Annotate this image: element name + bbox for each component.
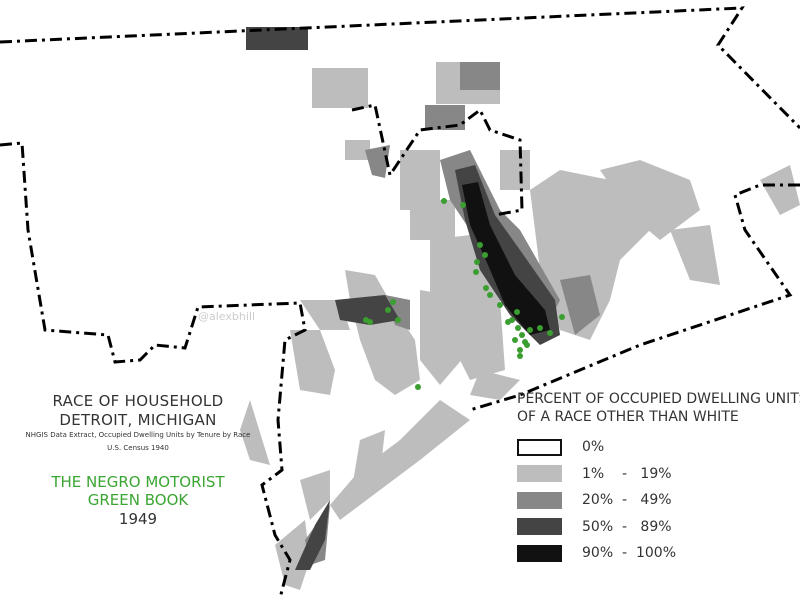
green-book-point: [527, 327, 533, 333]
legend-label: 20% - 49%: [582, 492, 672, 509]
green-book-point: [517, 347, 523, 353]
year: 1949: [118, 510, 158, 528]
green-book-point: [519, 332, 525, 338]
green-book-point: [415, 384, 421, 390]
census-tracts-black: [462, 182, 550, 335]
green-book-point: [524, 342, 530, 348]
green-book-point: [441, 198, 447, 204]
title-line2: DETROIT, MICHIGAN: [59, 411, 217, 429]
legend: PERCENT OF OCCUPIED DWELLING UNITS OF A …: [517, 390, 800, 567]
green-book-point: [487, 292, 493, 298]
green-book-point: [517, 353, 523, 359]
legend-swatch: [517, 491, 562, 509]
watermark: @alexbhill: [198, 310, 256, 323]
legend-item: 90% - 100%: [517, 540, 800, 567]
title-line1: RACE OF HOUSEHOLD: [52, 392, 224, 410]
green-book-point: [514, 309, 520, 315]
green-book-point: [512, 337, 518, 343]
green-book-point: [515, 325, 521, 331]
green-book-point: [497, 302, 503, 308]
green-book-point: [547, 330, 553, 336]
green-book-point: [474, 259, 480, 265]
green-book-point: [460, 202, 466, 208]
legend-label: 1% - 19%: [582, 465, 672, 482]
legend-label: 0%: [582, 439, 605, 456]
green-book-line2: GREEN BOOK: [87, 491, 189, 509]
green-book-point: [559, 314, 565, 320]
green-book-point: [390, 299, 396, 305]
green-book-point: [385, 307, 391, 313]
source-note: NHGIS Data Extract, Occupied Dwelling Un…: [25, 431, 251, 439]
legend-item: 50% - 89%: [517, 514, 800, 541]
legend-item: 20% - 49%: [517, 487, 800, 514]
green-book-point: [537, 325, 543, 331]
map-title: RACE OF HOUSEHOLD DETROIT, MICHIGAN: [20, 392, 256, 430]
green-book-point: [473, 269, 479, 275]
legend-swatch: [517, 438, 562, 456]
green-book-point: [505, 319, 511, 325]
green-book-point: [395, 317, 401, 323]
green-book-point: [483, 285, 489, 291]
legend-swatch: [517, 465, 562, 483]
green-book-line1: THE NEGRO MOTORIST: [51, 473, 225, 491]
city-boundary: [0, 6, 800, 599]
green-book-title: THE NEGRO MOTORIST GREEN BOOK: [20, 473, 256, 509]
legend-swatch: [517, 544, 562, 562]
legend-title-line1: PERCENT OF OCCUPIED DWELLING UNITS: [517, 391, 800, 407]
legend-swatch: [517, 518, 562, 536]
green-book-point: [367, 319, 373, 325]
legend-label: 90% - 100%: [582, 545, 676, 562]
legend-title-line2: OF A RACE OTHER THAN WHITE: [517, 409, 739, 425]
green-book-locations: [363, 198, 565, 390]
green-book-point: [477, 242, 483, 248]
green-book-point: [482, 252, 488, 258]
legend-item: 0%: [517, 434, 800, 461]
legend-item: 1% - 19%: [517, 461, 800, 488]
legend-label: 50% - 89%: [582, 518, 672, 535]
census-note: U.S. Census 1940: [107, 444, 169, 452]
